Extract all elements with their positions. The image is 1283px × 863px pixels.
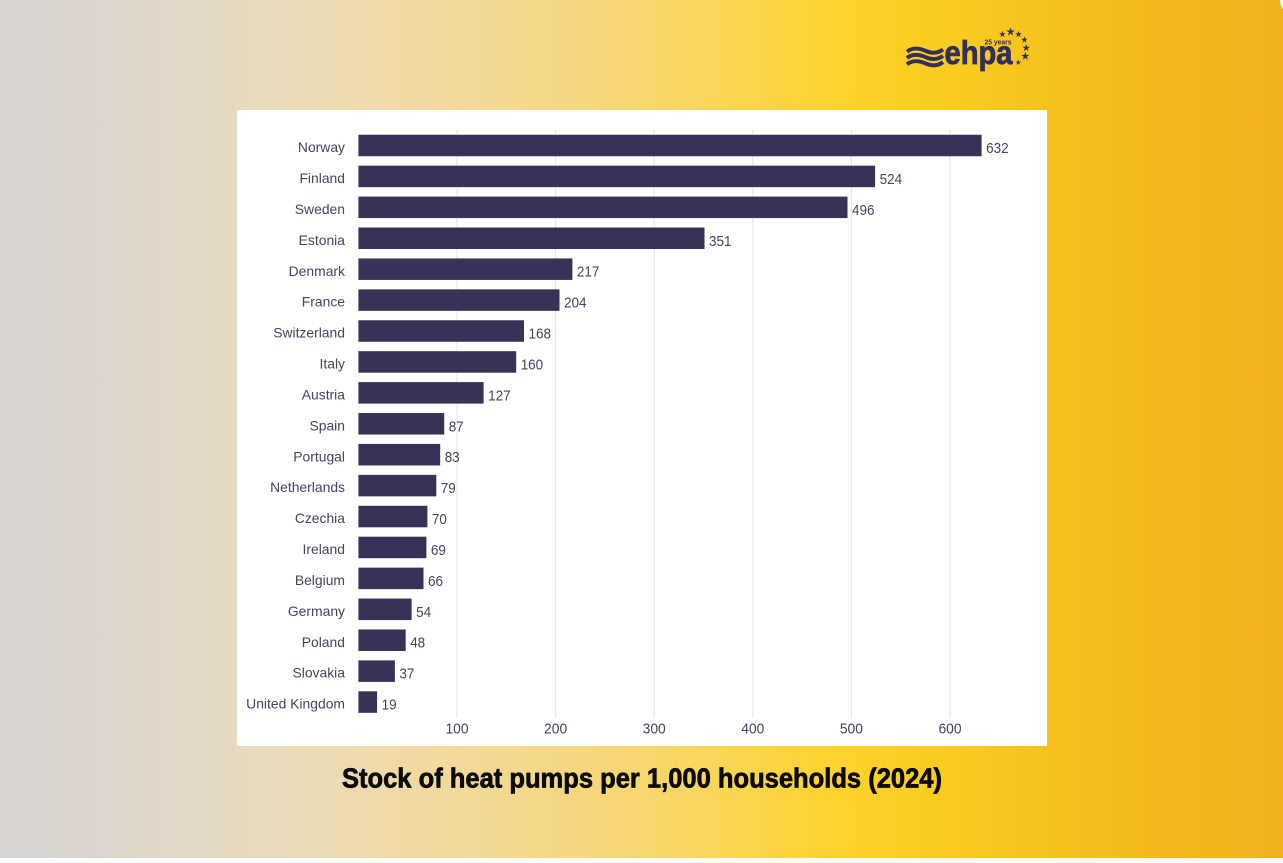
svg-text:300: 300 xyxy=(643,720,666,737)
svg-text:351: 351 xyxy=(709,233,732,250)
svg-text:79: 79 xyxy=(441,480,456,497)
svg-text:Ireland: Ireland xyxy=(303,541,345,557)
svg-text:Spain: Spain xyxy=(309,417,345,433)
svg-text:632: 632 xyxy=(986,140,1009,157)
svg-text:160: 160 xyxy=(521,356,544,373)
svg-text:400: 400 xyxy=(741,720,764,737)
svg-text:83: 83 xyxy=(445,449,460,466)
svg-text:Finland: Finland xyxy=(299,170,345,186)
svg-text:Poland: Poland xyxy=(302,634,345,650)
svg-text:127: 127 xyxy=(488,387,511,404)
svg-text:496: 496 xyxy=(852,202,875,219)
svg-text:100: 100 xyxy=(445,720,468,737)
svg-text:Estonia: Estonia xyxy=(299,232,346,248)
svg-text:70: 70 xyxy=(432,511,447,528)
svg-text:66: 66 xyxy=(428,573,443,590)
svg-text:600: 600 xyxy=(938,720,961,737)
svg-text:Norway: Norway xyxy=(298,139,345,155)
svg-text:19: 19 xyxy=(382,697,397,714)
svg-text:87: 87 xyxy=(449,418,464,435)
svg-text:Stock of heat pumps per 1,000: Stock of heat pumps per 1,000 households… xyxy=(342,763,942,794)
svg-text:Netherlands: Netherlands xyxy=(270,479,345,495)
svg-text:500: 500 xyxy=(840,720,863,737)
svg-text:54: 54 xyxy=(416,604,431,621)
svg-text:168: 168 xyxy=(529,326,552,343)
svg-text:France: France xyxy=(302,294,346,310)
svg-text:524: 524 xyxy=(880,171,903,188)
svg-text:204: 204 xyxy=(564,295,587,312)
svg-text:Austria: Austria xyxy=(302,387,346,403)
svg-text:69: 69 xyxy=(431,542,446,559)
svg-text:Germany: Germany xyxy=(288,603,345,619)
svg-text:37: 37 xyxy=(399,666,414,683)
svg-text:Belgium: Belgium xyxy=(295,572,345,588)
svg-text:217: 217 xyxy=(577,264,600,281)
svg-text:Sweden: Sweden xyxy=(295,201,345,217)
svg-text:Czechia: Czechia xyxy=(295,510,345,526)
svg-text:Denmark: Denmark xyxy=(289,263,345,279)
svg-text:Switzerland: Switzerland xyxy=(273,325,345,341)
svg-text:200: 200 xyxy=(544,720,567,737)
svg-text:48: 48 xyxy=(410,635,425,652)
svg-text:Portugal: Portugal xyxy=(293,448,345,464)
svg-text:Italy: Italy xyxy=(320,356,346,372)
svg-text:United Kingdom: United Kingdom xyxy=(246,696,345,712)
svg-text:25 years: 25 years xyxy=(985,37,1012,46)
svg-text:ehpa: ehpa xyxy=(945,34,1014,71)
svg-text:Slovakia: Slovakia xyxy=(292,665,345,681)
